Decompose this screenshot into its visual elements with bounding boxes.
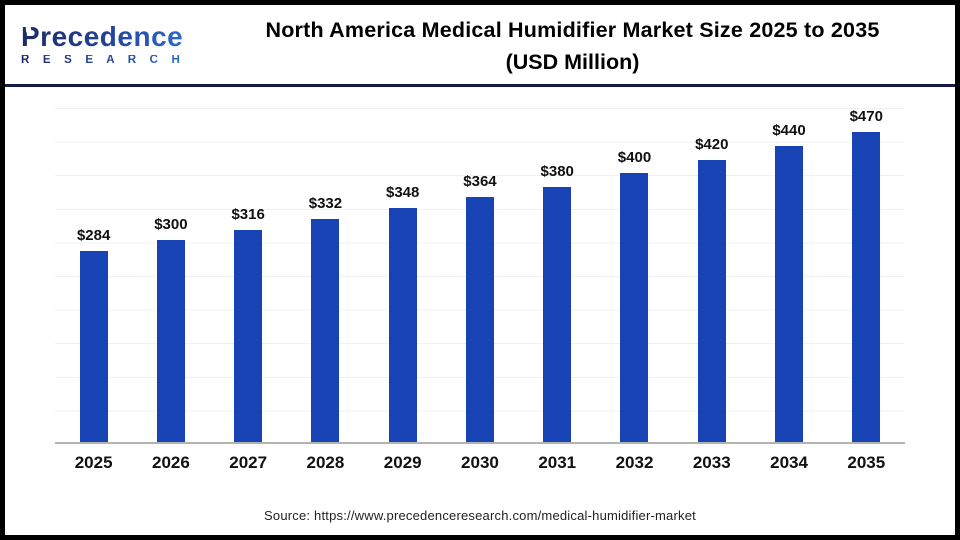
x-tick-label-2034: 2034 <box>770 453 808 472</box>
x-tick-label-2035: 2035 <box>847 453 886 472</box>
source-line: Source: https://www.precedenceresearch.c… <box>264 508 696 523</box>
bar-group-2035: $470 <box>828 108 905 442</box>
x-tick-label-2031: 2031 <box>538 453 577 472</box>
bar-value-label: $400 <box>617 149 652 167</box>
x-tick-label-2027: 2027 <box>229 453 268 472</box>
bars: $284 $300 $316 $332 $348 $364 $380 $400 $420 $440… <box>55 108 905 442</box>
bar-2030 <box>465 197 494 442</box>
x-tick-label-2029: 2029 <box>383 453 422 472</box>
bar-2031 <box>543 186 572 442</box>
bar-group-2027: $316 <box>210 108 287 442</box>
x-tick-label-2025: 2025 <box>74 453 113 472</box>
bar-value-label: $300 <box>154 216 188 234</box>
x-tick-label-2026: 2026 <box>151 453 190 472</box>
bar-group-2025: $284 <box>55 108 132 442</box>
bar-group-2032: $400 <box>596 108 673 442</box>
bar-group-2034: $440 <box>750 108 827 442</box>
bar-2027 <box>234 229 263 442</box>
x-tick-label-2028: 2028 <box>306 453 345 472</box>
bar-value-label: $364 <box>463 173 497 191</box>
chart-area: $284 $300 $316 $332 $348 $364 $380 $400 $420 $440… <box>5 87 955 473</box>
x-axis-labels: 2025 2026 2027 2028 2029 2030 2031 2032 2033 2034… <box>55 453 905 473</box>
bar-value-label: $332 <box>308 194 343 212</box>
bar-value-label: $316 <box>231 205 265 223</box>
bar-2025 <box>79 251 108 442</box>
x-tick-label-2030: 2030 <box>461 453 499 472</box>
bar-2033 <box>697 159 726 442</box>
bar-group-2029: $348 <box>364 108 441 442</box>
header-divider <box>5 84 955 87</box>
bar-2032 <box>620 173 649 442</box>
bar-group-2030: $364 <box>441 108 518 442</box>
bar-2028 <box>311 218 340 442</box>
brand-name: Precedence <box>21 22 190 51</box>
plot-area: $284 $300 $316 $332 $348 $364 $380 $400 $420 $440… <box>55 108 905 444</box>
bar-value-label: $420 <box>695 135 729 153</box>
bar-2026 <box>156 240 185 442</box>
brand-logo: Precedence R E S E A R C H <box>5 22 190 67</box>
bar-2029 <box>388 208 417 442</box>
bar-group-2033: $420 <box>673 108 750 442</box>
bar-value-label: $470 <box>849 108 883 125</box>
x-tick-label-2032: 2032 <box>615 453 654 472</box>
bar-value-label: $348 <box>386 184 420 202</box>
bar-group-2028: $332 <box>287 108 364 442</box>
bar-value-label: $284 <box>76 227 111 245</box>
header: Precedence R E S E A R C H North America… <box>5 5 955 84</box>
brand-subtitle: R E S E A R C H <box>21 54 190 67</box>
x-tick-label-2033: 2033 <box>692 453 731 472</box>
bar-value-label: $440 <box>772 122 806 140</box>
chart-title: North America Medical Humidifier Market … <box>190 14 955 75</box>
bar-group-2026: $300 <box>132 108 209 442</box>
bar-value-label: $380 <box>540 162 574 180</box>
chart-title-line2: (USD Million) <box>505 50 640 74</box>
bar-2035 <box>852 132 881 442</box>
bar-2034 <box>775 146 804 442</box>
chart-title-line1: North America Medical Humidifier Market … <box>265 18 880 42</box>
bar-group-2031: $380 <box>519 108 596 442</box>
